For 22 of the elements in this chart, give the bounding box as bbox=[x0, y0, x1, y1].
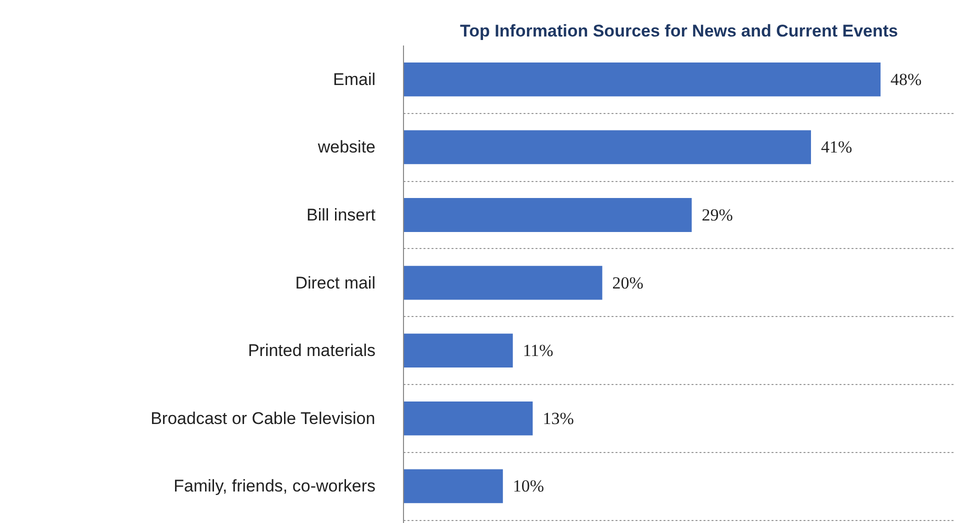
data-label: 10% bbox=[512, 476, 544, 496]
y-tick-label: Email bbox=[332, 70, 376, 89]
bar bbox=[404, 469, 503, 504]
chart-title: Top Information Sources for News and Current Events bbox=[460, 22, 898, 40]
y-tick-label: Family, friends, co-workers bbox=[174, 476, 376, 496]
bar bbox=[404, 62, 881, 96]
bar bbox=[404, 334, 513, 368]
bar bbox=[404, 198, 692, 232]
data-label: 41% bbox=[820, 138, 852, 157]
y-tick-label: Printed materials bbox=[248, 341, 376, 360]
y-tick-label: website bbox=[316, 138, 376, 157]
data-label: 13% bbox=[542, 408, 574, 428]
data-label: 48% bbox=[890, 70, 922, 89]
bar bbox=[404, 266, 602, 300]
bar bbox=[404, 401, 533, 436]
data-label: 29% bbox=[702, 206, 733, 225]
data-label: 20% bbox=[612, 273, 644, 292]
y-tick-label: Bill insert bbox=[306, 206, 376, 225]
bar bbox=[404, 130, 811, 164]
y-tick-label: Broadcast or Cable Television bbox=[150, 408, 376, 428]
y-tick-label: Direct mail bbox=[295, 273, 376, 292]
data-label: 11% bbox=[522, 341, 554, 360]
